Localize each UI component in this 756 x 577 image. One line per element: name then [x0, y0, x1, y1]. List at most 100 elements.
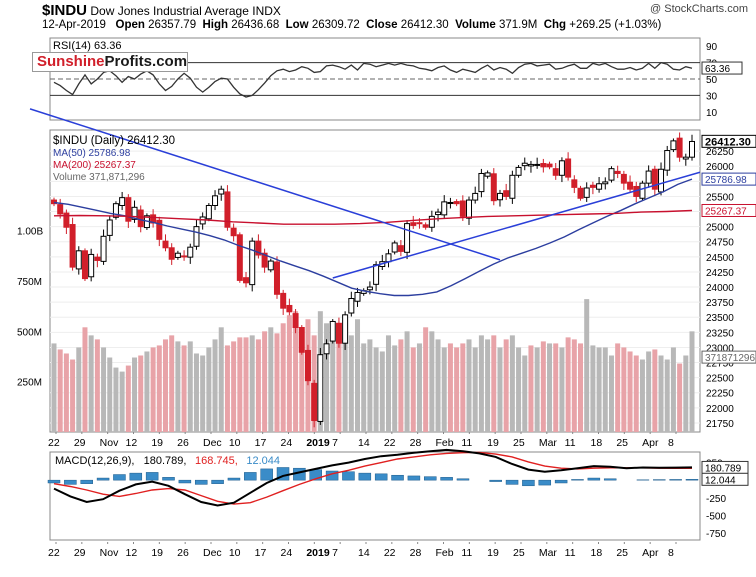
volume-bar: [522, 355, 527, 432]
volume-bar: [516, 347, 521, 432]
volume-tick-label: 1.00B: [17, 227, 43, 238]
x-axis-label: Feb: [436, 547, 454, 559]
price-last-value: 371871296: [705, 353, 755, 364]
candle-body: [467, 200, 472, 218]
candle-body: [504, 191, 509, 197]
macd-hist-bar: [113, 475, 125, 481]
price-tick-label: 24000: [706, 283, 734, 294]
x-axis-label: 22: [384, 547, 396, 559]
price-tick-label: 24500: [706, 253, 734, 264]
volume-bar: [615, 343, 620, 432]
volume-bar: [603, 347, 608, 432]
volume-bar: [460, 343, 465, 432]
volume-bar: [144, 351, 149, 432]
x-axis-label: Dec: [203, 437, 222, 449]
candle-body: [429, 216, 434, 227]
volume-bar: [597, 347, 602, 432]
x-axis-label: 2019: [306, 547, 330, 559]
x-axis-label: Mar: [539, 437, 558, 449]
candle-body: [120, 198, 125, 206]
price-tick-label: 22000: [706, 404, 734, 415]
candle-body: [590, 185, 595, 187]
volume-bar: [380, 351, 385, 432]
x-axis-label: 12: [126, 437, 138, 449]
volume-bar: [52, 343, 57, 432]
open-label: Open: [116, 19, 145, 31]
x-axis-label: 29: [74, 437, 86, 449]
x-axis-label: 25: [513, 437, 525, 449]
candle-body: [417, 223, 422, 224]
volume-bar: [429, 331, 434, 432]
volume-bar: [206, 347, 211, 432]
volume-bar: [640, 360, 645, 432]
x-axis-label: 7: [332, 547, 338, 559]
candle-body: [175, 253, 180, 257]
volume-bar: [436, 339, 441, 432]
volume-bar: [262, 331, 267, 432]
candle-body: [584, 188, 589, 197]
x-axis-label: 26: [177, 547, 189, 559]
volume-bar: [646, 351, 651, 432]
candle-body: [336, 323, 341, 343]
candle-body: [628, 182, 633, 189]
volume-bar: [336, 335, 341, 432]
macd-hist-bar: [571, 479, 583, 480]
x-axis-label: 25: [616, 547, 628, 559]
volume-bar: [659, 355, 664, 432]
volume-bar: [398, 339, 403, 432]
volume-bar: [355, 319, 360, 432]
x-axis-label: 24: [281, 437, 293, 449]
volume-bar: [566, 337, 571, 432]
volume-bar: [473, 347, 478, 432]
price-tick-label: 24750: [706, 238, 734, 249]
macd-tick-label: -500: [706, 511, 726, 522]
candle-body: [206, 206, 211, 219]
volume-bar: [690, 331, 695, 432]
volume-bar: [182, 345, 187, 432]
x-axis-label: Nov: [100, 437, 119, 449]
candle-body: [578, 188, 583, 198]
candle-body: [330, 321, 335, 341]
candle-body: [101, 236, 106, 261]
price-tick-label: 22250: [706, 389, 734, 400]
macd-hist-bar: [490, 480, 502, 481]
volume-bar: [274, 333, 279, 432]
candle-body: [516, 167, 521, 175]
candle-body: [547, 164, 552, 167]
candle-body: [559, 161, 564, 175]
candle-body: [219, 189, 224, 194]
price-tick-label: 22500: [706, 374, 734, 385]
candle-body: [274, 262, 279, 294]
candle-body: [473, 193, 478, 200]
volume-tick-label: 750M: [17, 277, 42, 288]
x-axis-label: 11: [461, 437, 472, 449]
volume-bar: [157, 345, 162, 432]
x-axis-label: 22: [384, 437, 396, 449]
x-axis-label: 8: [668, 547, 674, 559]
candle-body: [423, 225, 428, 227]
volume-bar: [628, 351, 633, 432]
volume-bar: [609, 355, 614, 432]
candle-body: [522, 163, 527, 165]
volume-bar: [95, 339, 100, 432]
candle-body: [398, 246, 403, 252]
x-axis-label: 14: [358, 437, 370, 449]
volume-bar: [349, 335, 354, 432]
volume-bar: [485, 339, 490, 432]
x-axis-label: 24: [281, 547, 293, 559]
volume-bar: [541, 341, 546, 432]
x-axis-label: 22: [48, 437, 60, 449]
candle-body: [76, 251, 81, 269]
macd-hist-bar: [686, 479, 698, 480]
volume-bar: [652, 349, 657, 432]
macd-hist-bar: [179, 480, 191, 483]
candle-body: [535, 164, 540, 165]
macd-last-value: 12.044: [705, 475, 736, 486]
volume-bar: [405, 331, 410, 432]
price-tick-label: 23500: [706, 313, 734, 324]
candle-body: [349, 299, 354, 313]
exchange-label: INDX: [252, 4, 281, 18]
volume-bar: [132, 358, 137, 432]
x-axis-label: 8: [668, 437, 674, 449]
volume-bar: [454, 347, 459, 432]
